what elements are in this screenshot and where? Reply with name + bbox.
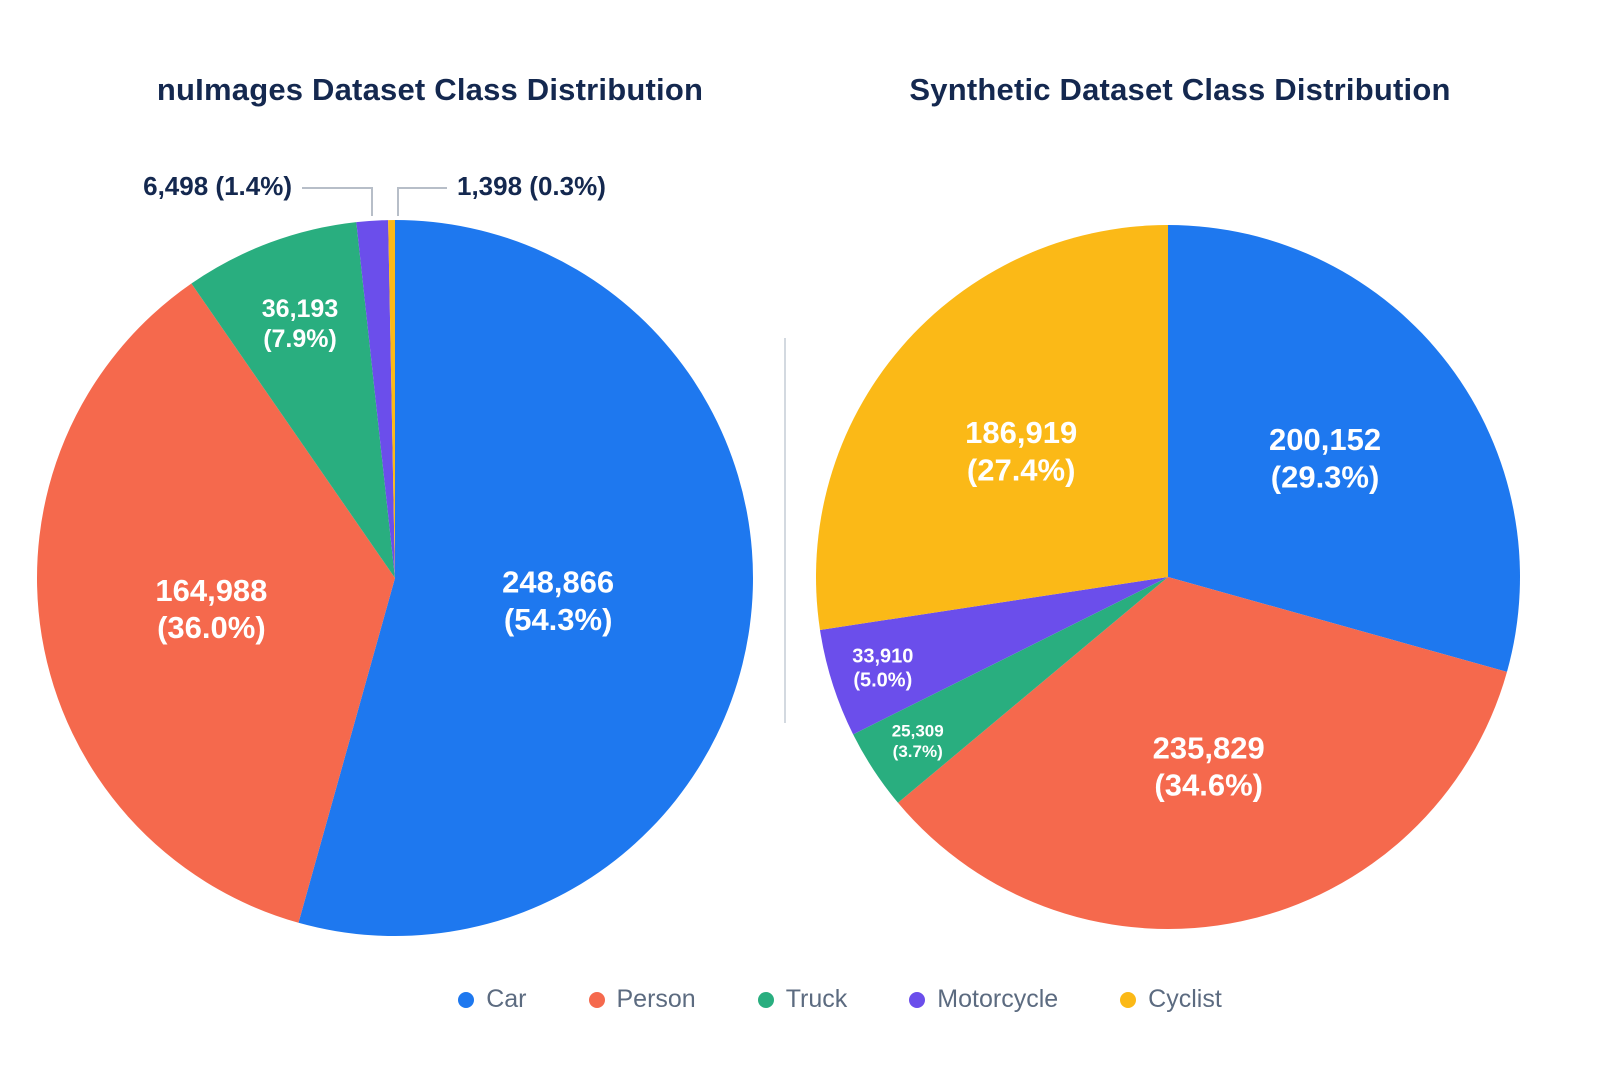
legend-item-car: Car xyxy=(458,985,527,1014)
left-chart-title: nuImages Dataset Class Distribution xyxy=(156,72,704,107)
right-chart-title: Synthetic Dataset Class Distribution xyxy=(909,72,1451,107)
callout-label-cyclist: 1,398 (0.3%) xyxy=(457,171,606,201)
slice-percent-label-person: (34.6%) xyxy=(1154,768,1263,803)
legend-item-truck: Truck xyxy=(757,985,848,1014)
slice-value-label-car: 248,866 xyxy=(502,565,614,600)
slice-percent-label-cyclist: (27.4%) xyxy=(967,452,1076,487)
pie-slice-person xyxy=(37,283,395,923)
divider-line xyxy=(784,338,786,723)
pie-slice-motorcycle xyxy=(356,220,395,578)
slice-value-label-truck: 25,309 xyxy=(892,722,944,741)
legend-dot-truck xyxy=(757,991,774,1008)
pie-slice-motorcycle xyxy=(820,577,1168,735)
legend-dot-cyclist xyxy=(1120,991,1137,1008)
leader-line-motorcycle xyxy=(302,187,373,216)
pie-slice-car xyxy=(1168,225,1520,672)
pie-slice-cyclist xyxy=(816,225,1168,630)
pie-slice-truck xyxy=(853,577,1168,803)
pie-slice-car xyxy=(298,220,754,937)
leader-line-cyclist xyxy=(397,187,447,216)
slice-value-label-person: 235,829 xyxy=(1153,731,1265,766)
slice-percent-label-truck: (3.7%) xyxy=(893,742,943,761)
slice-value-label-cyclist: 186,919 xyxy=(965,415,1077,450)
legend-dot-car xyxy=(458,991,475,1008)
legend: Car Person Truck Motorcycle Cyclist xyxy=(80,985,1600,1014)
legend-label-car: Car xyxy=(486,985,527,1013)
slice-percent-label-car: (29.3%) xyxy=(1271,459,1380,494)
slice-percent-label-motorcycle: (5.0%) xyxy=(853,669,912,691)
slice-percent-label-person: (36.0%) xyxy=(157,610,266,645)
slice-value-label-truck: 36,193 xyxy=(262,295,338,323)
legend-item-cyclist: Cyclist xyxy=(1120,985,1222,1014)
legend-label-motorcycle: Motorcycle xyxy=(937,985,1059,1013)
pie-slice-person xyxy=(897,577,1507,929)
slice-percent-label-truck: (7.9%) xyxy=(263,325,337,353)
legend-dot-person xyxy=(588,991,605,1008)
pie-slice-truck xyxy=(191,222,395,578)
pie-slice-cyclist xyxy=(388,220,395,578)
legend-item-person: Person xyxy=(588,985,696,1014)
legend-item-motorcycle: Motorcycle xyxy=(909,985,1058,1014)
callout-label-motorcycle: 6,498 (1.4%) xyxy=(143,171,292,201)
slice-value-label-motorcycle: 33,910 xyxy=(852,645,913,667)
slice-value-label-person: 164,988 xyxy=(155,573,267,608)
right-pie-chart: 200,152(29.3%) 235,829(34.6%) 25,309(3.7%)… xyxy=(816,225,1520,929)
legend-dot-motorcycle xyxy=(909,991,926,1008)
slice-percent-label-car: (54.3%) xyxy=(504,602,613,637)
slice-value-label-car: 200,152 xyxy=(1269,422,1381,457)
left-pie-chart: 248,866(54.3%) 164,988(36.0%) 36,193(7.9%)… xyxy=(37,171,754,937)
legend-label-cyclist: Cyclist xyxy=(1148,985,1222,1013)
legend-label-truck: Truck xyxy=(785,985,848,1013)
legend-label-person: Person xyxy=(616,985,696,1013)
